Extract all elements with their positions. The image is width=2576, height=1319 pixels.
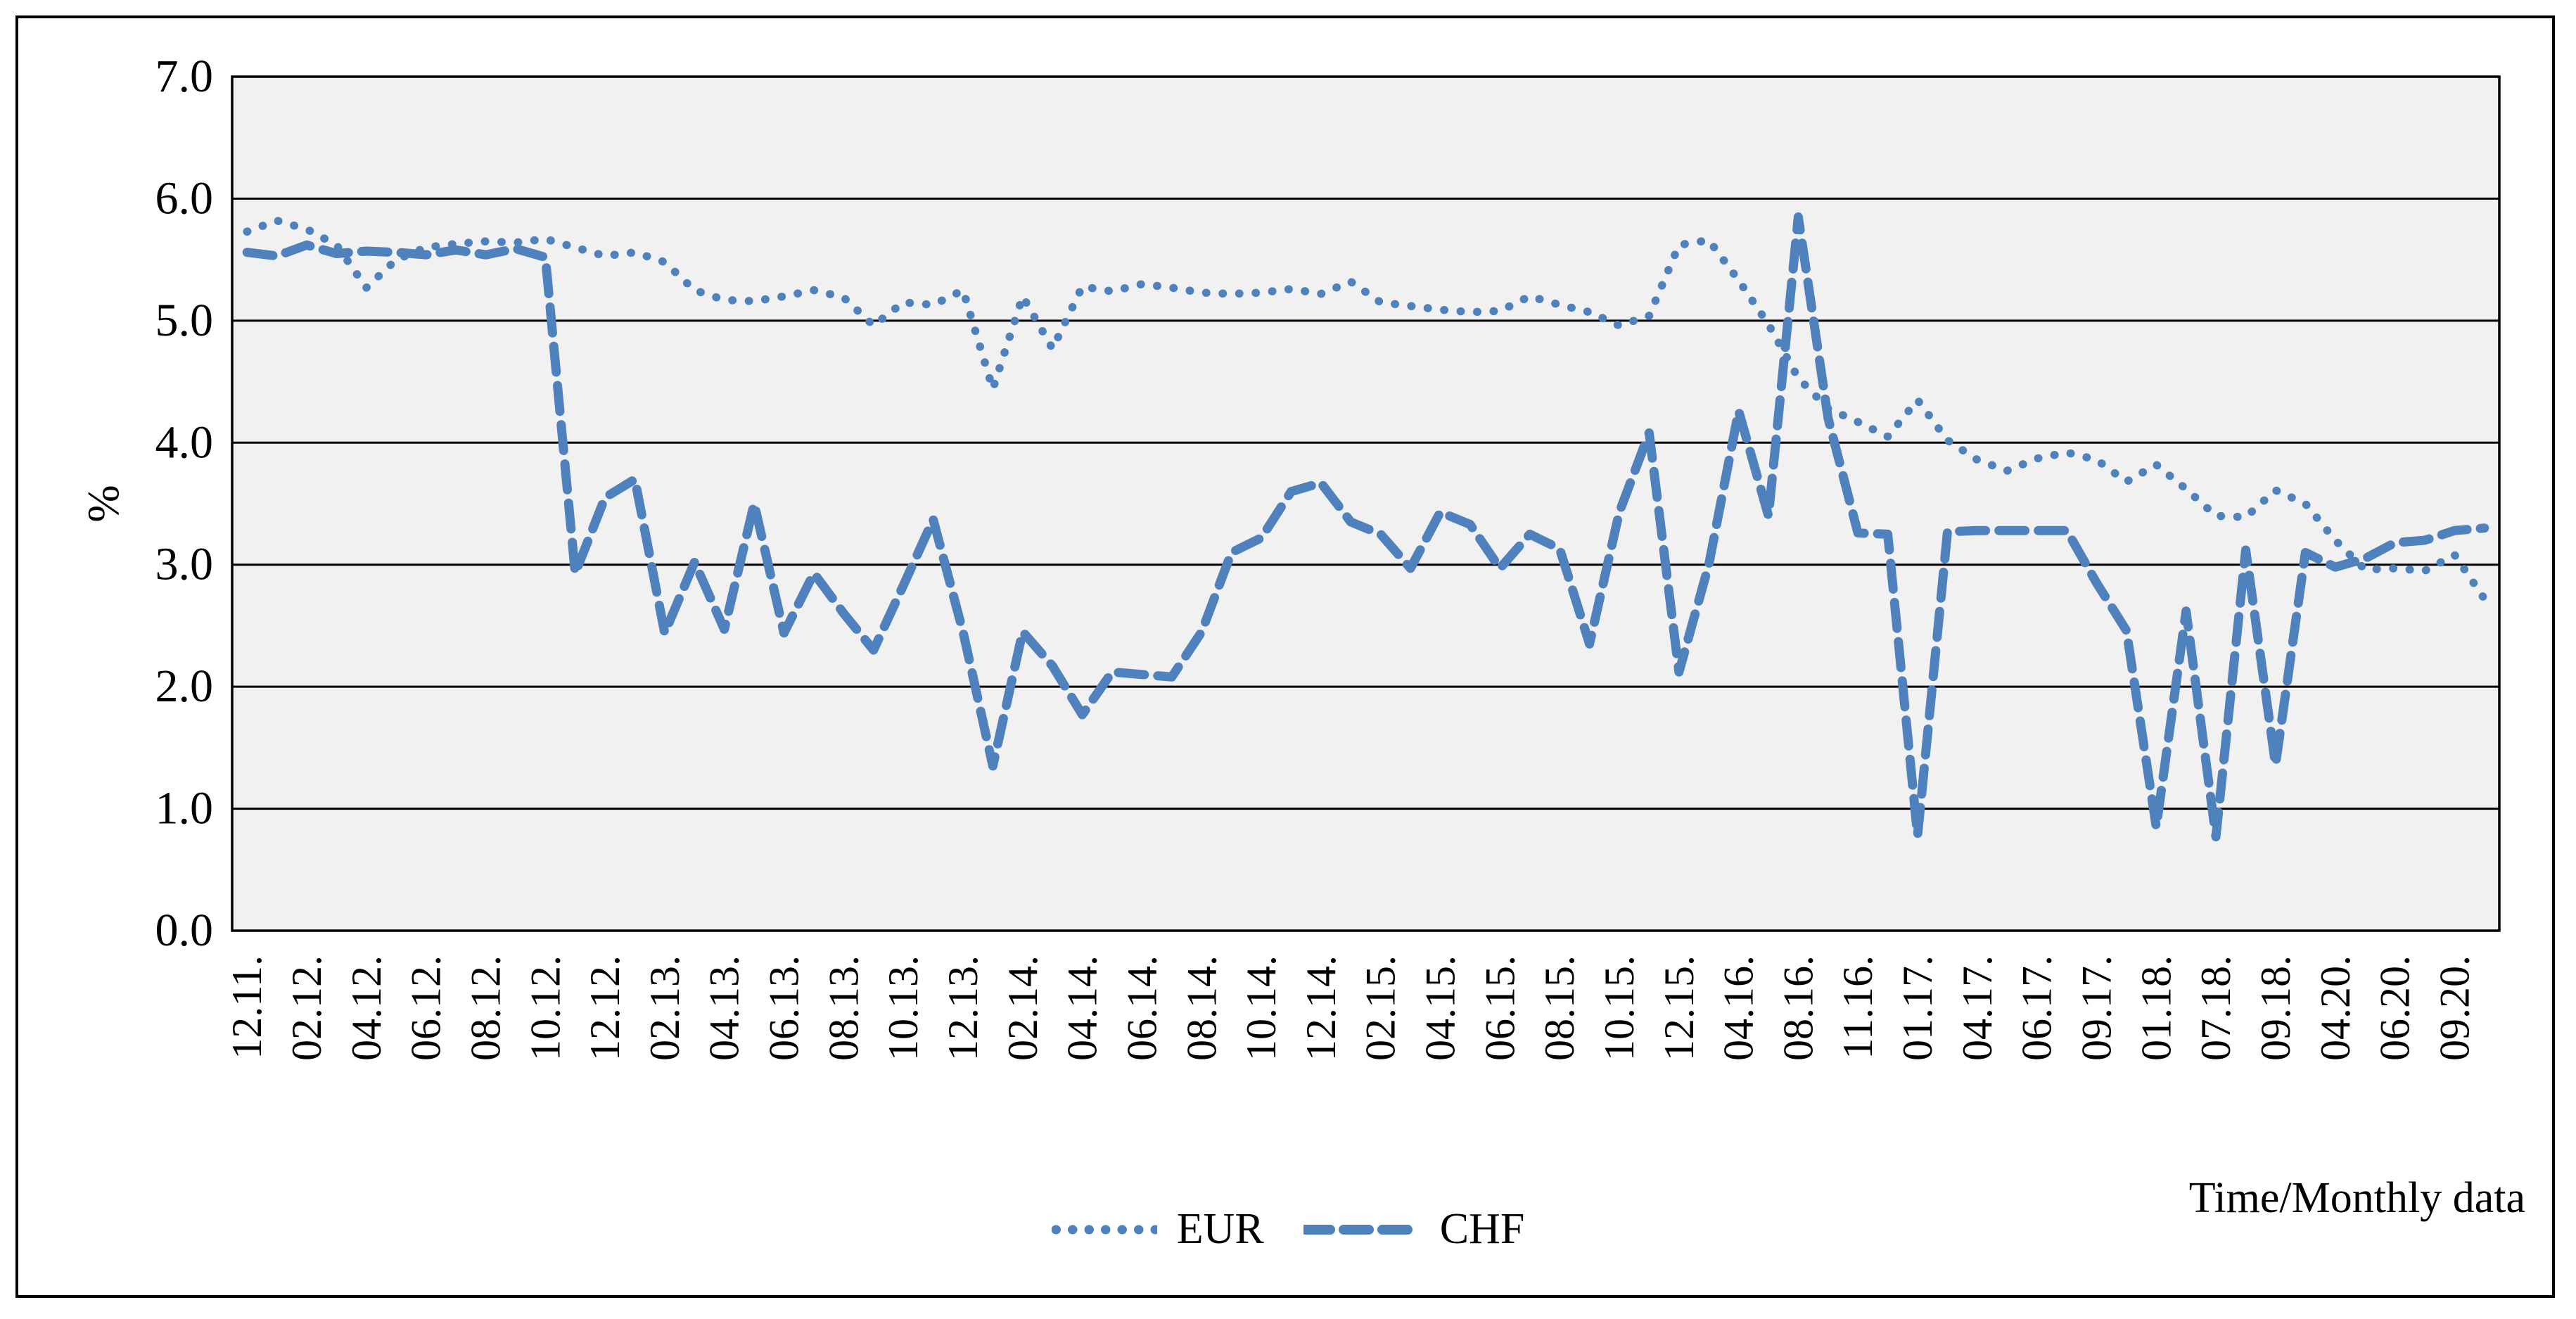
legend-item-chf: CHF (1303, 1204, 1525, 1254)
x-axis-title: Time/Monthly data (2188, 1174, 2525, 1222)
x-tick-label: 06.14. (1118, 955, 1165, 1061)
eur-dotted-swatch-icon (1051, 1225, 1157, 1234)
y-tick-label: 6.0 (155, 172, 214, 224)
chf-line (242, 212, 2489, 841)
x-tick-label: 10.12. (522, 955, 568, 1061)
x-tick-label: 08.16. (1775, 955, 1821, 1061)
x-tick-label: 06.17. (2014, 955, 2060, 1061)
x-tick-label: 06.13. (761, 955, 808, 1061)
y-tick-label: 4.0 (155, 416, 214, 468)
y-tick-label: 1.0 (155, 783, 214, 834)
x-tick-label: 06.15. (1477, 955, 1523, 1061)
x-tick-label: 01.18. (2133, 955, 2179, 1061)
x-tick-label: 02.13. (642, 955, 688, 1061)
x-tick-label: 01.17. (1894, 955, 1941, 1061)
x-tick-label: 09.17. (2073, 955, 2119, 1061)
plot-border (231, 75, 2501, 932)
legend: EUR CHF (0, 1204, 2576, 1254)
y-tick-label: 2.0 (155, 661, 214, 712)
y-axis-title: % (78, 485, 128, 523)
x-tick-label: 04.12. (343, 955, 390, 1061)
legend-item-eur: EUR (1051, 1204, 1264, 1254)
x-tick-label: 08.13. (820, 955, 867, 1061)
x-tick-label: 10.14. (1238, 955, 1284, 1061)
x-tick-label: 04.13. (701, 955, 748, 1061)
x-tick-label: 08.15. (1536, 955, 1583, 1061)
y-tick-label: 0.0 (155, 905, 214, 956)
x-tick-label: 11.16. (1835, 955, 1881, 1059)
x-tick-label: 09.20. (2431, 955, 2478, 1061)
x-tick-label: 10.15. (1596, 955, 1643, 1061)
x-tick-label: 12.15. (1656, 955, 1702, 1061)
x-tick-label: 02.15. (1358, 955, 1404, 1061)
y-tick-label: 7.0 (155, 51, 214, 102)
x-tick-label: 12.14. (1298, 955, 1344, 1061)
x-tick-label: 10.13. (880, 955, 926, 1061)
x-tick-label: 12.12. (582, 955, 628, 1061)
x-tick-label: 06.12. (403, 955, 449, 1061)
eur-line (243, 216, 2489, 604)
legend-label-chf: CHF (1439, 1205, 1525, 1253)
x-tick-label: 04.15. (1417, 955, 1464, 1061)
plot-area (232, 77, 2499, 931)
legend-label-eur: EUR (1176, 1205, 1264, 1253)
x-tick-label: 09.18. (2252, 955, 2299, 1061)
chf-dashed-swatch-icon (1303, 1224, 1420, 1235)
x-tick-label: 04.17. (1954, 955, 2001, 1061)
x-tick-label: 08.12. (462, 955, 509, 1061)
x-tick-label: 12.11. (224, 955, 270, 1059)
x-tick-label: 12.13. (940, 955, 986, 1061)
x-tick-label: 04.14. (1059, 955, 1106, 1061)
x-tick-label: 02.12. (283, 955, 330, 1061)
x-tick-label: 04.20. (2312, 955, 2359, 1061)
x-tick-label: 06.20. (2372, 955, 2418, 1061)
x-tick-label: 07.18. (2193, 955, 2239, 1061)
y-tick-label: 3.0 (155, 539, 214, 590)
x-tick-label: 04.16. (1716, 955, 1762, 1061)
y-tick-label: 5.0 (155, 295, 214, 346)
x-tick-label: 02.14. (1000, 955, 1046, 1061)
x-tick-label: 08.14. (1178, 955, 1225, 1061)
